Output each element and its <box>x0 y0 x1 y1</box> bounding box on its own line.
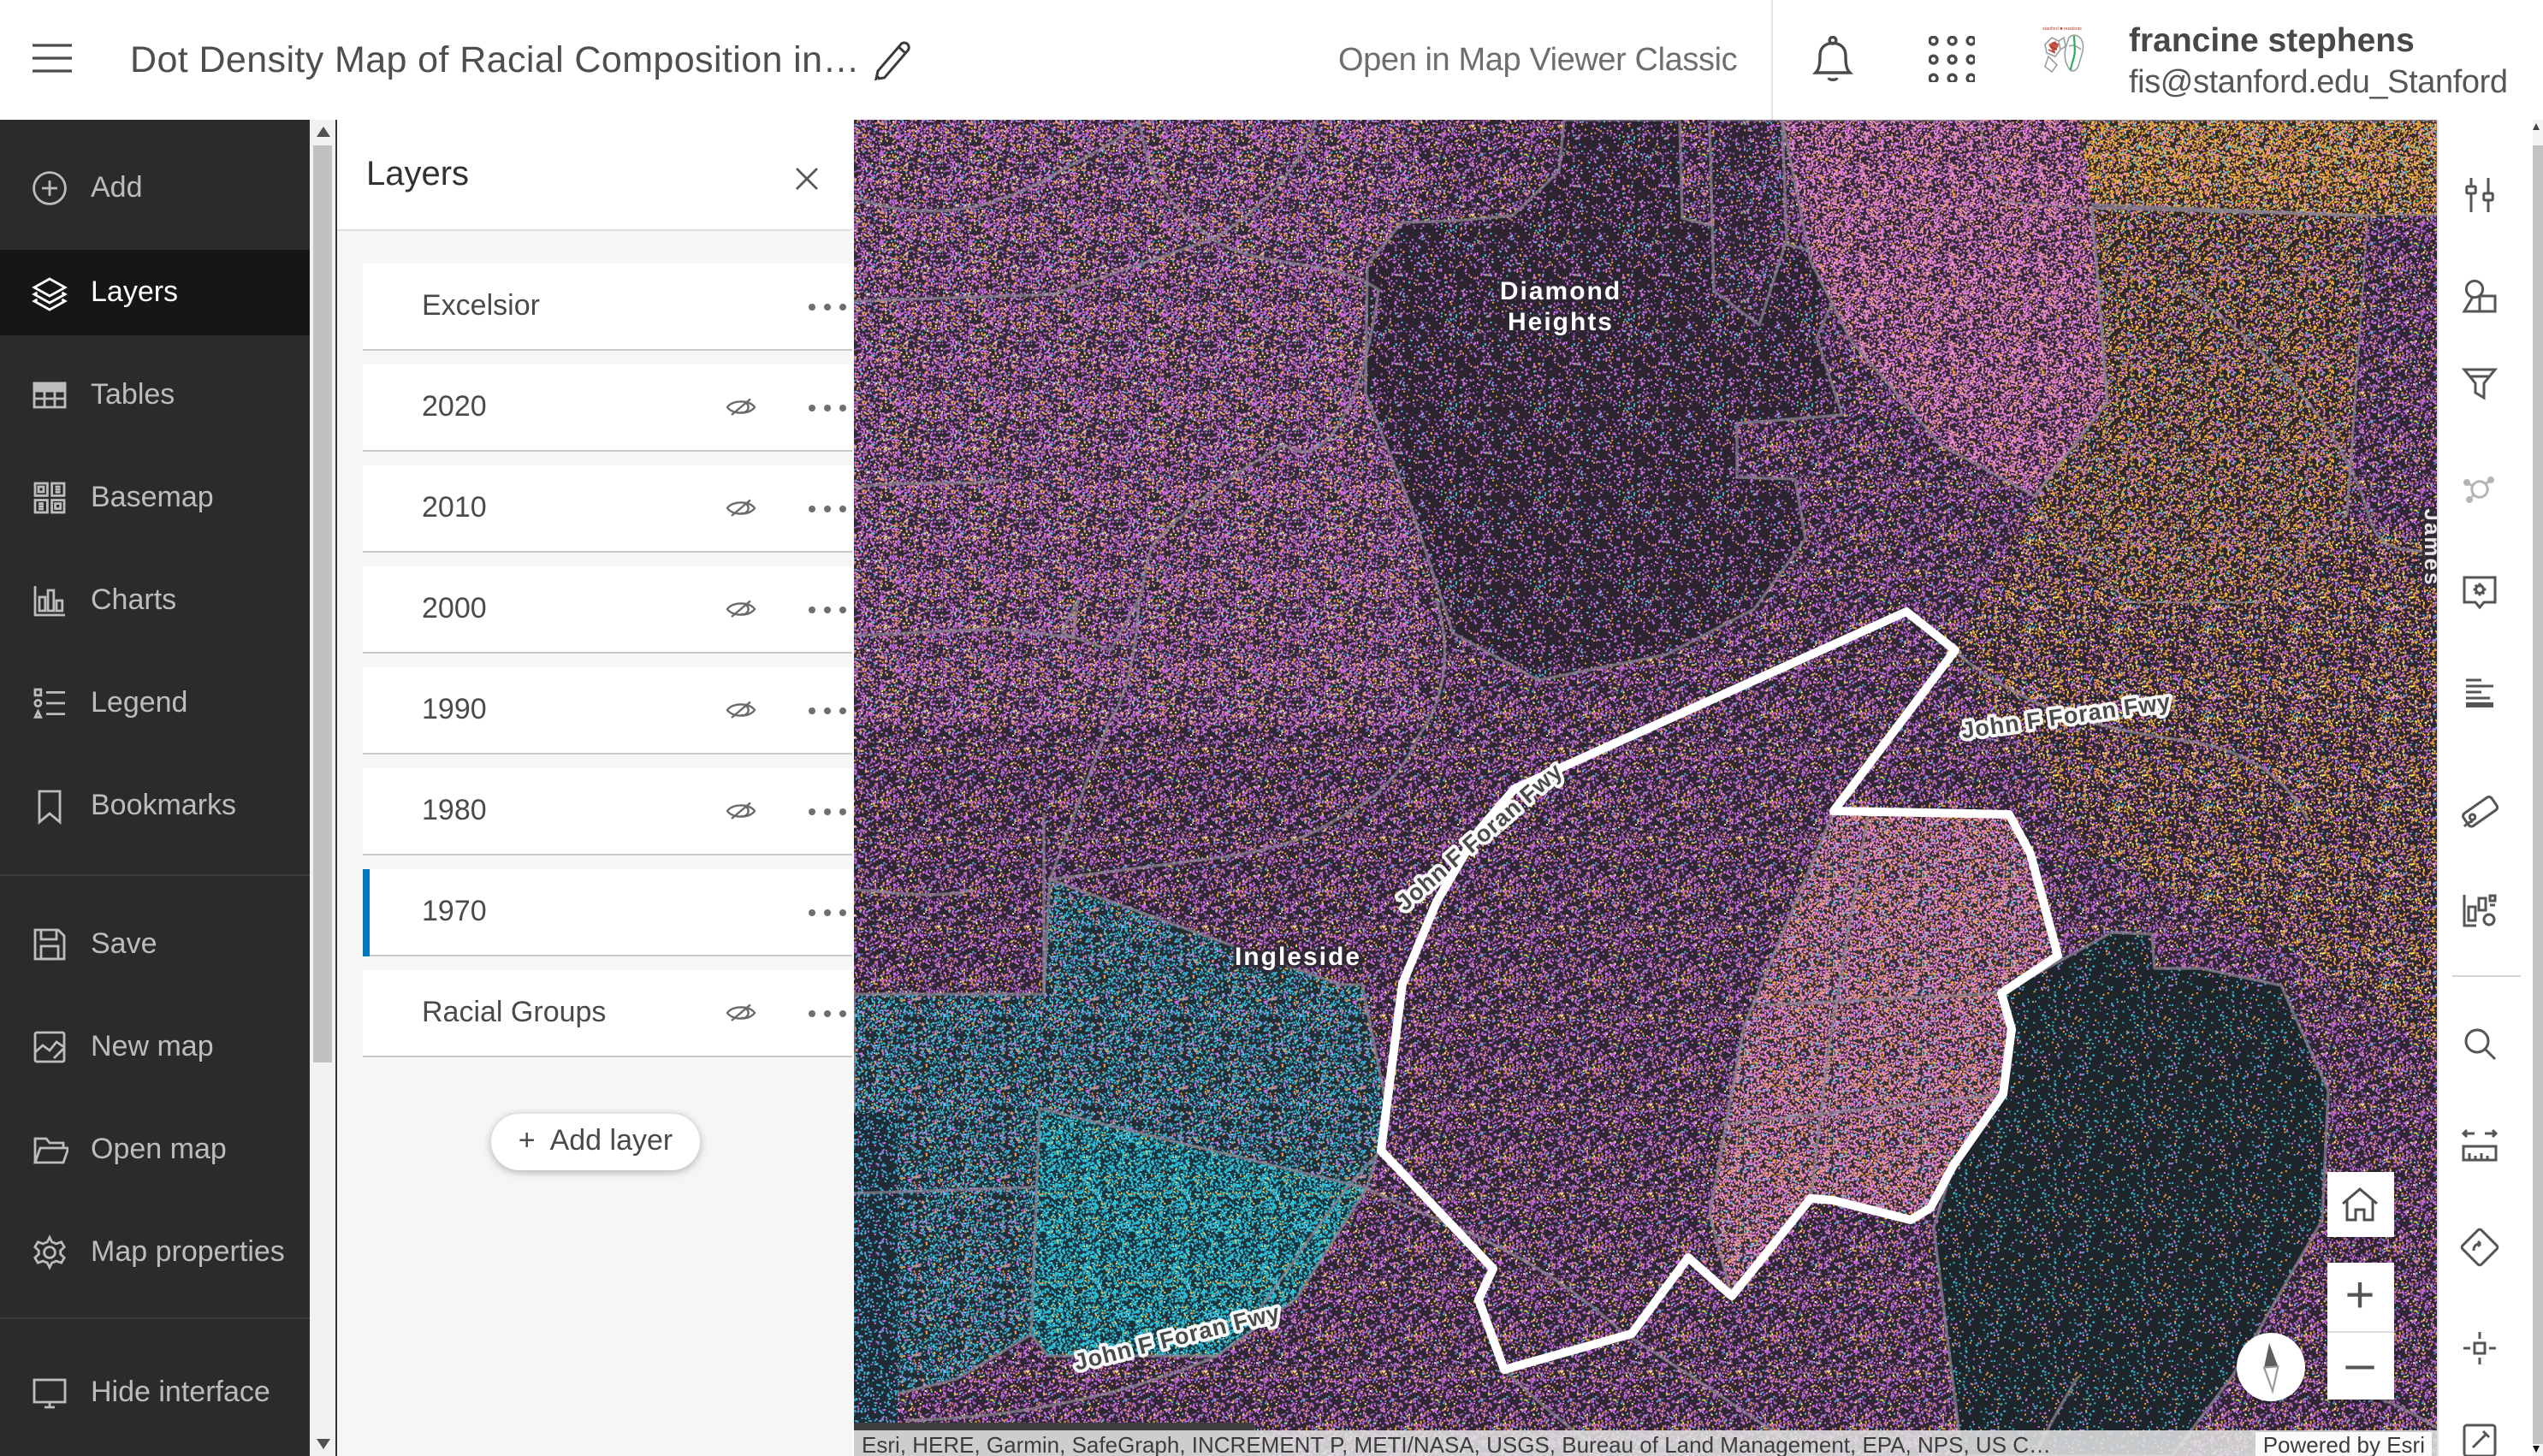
svg-text:James: James <box>2419 509 2437 587</box>
svg-text:Diamond: Diamond <box>1499 277 1621 305</box>
svg-text:Heights: Heights <box>1507 308 1613 336</box>
svg-text:Ingleside: Ingleside <box>1234 943 1360 971</box>
svg-text:stanford ■ residents: stanford ■ residents <box>2042 27 2082 32</box>
